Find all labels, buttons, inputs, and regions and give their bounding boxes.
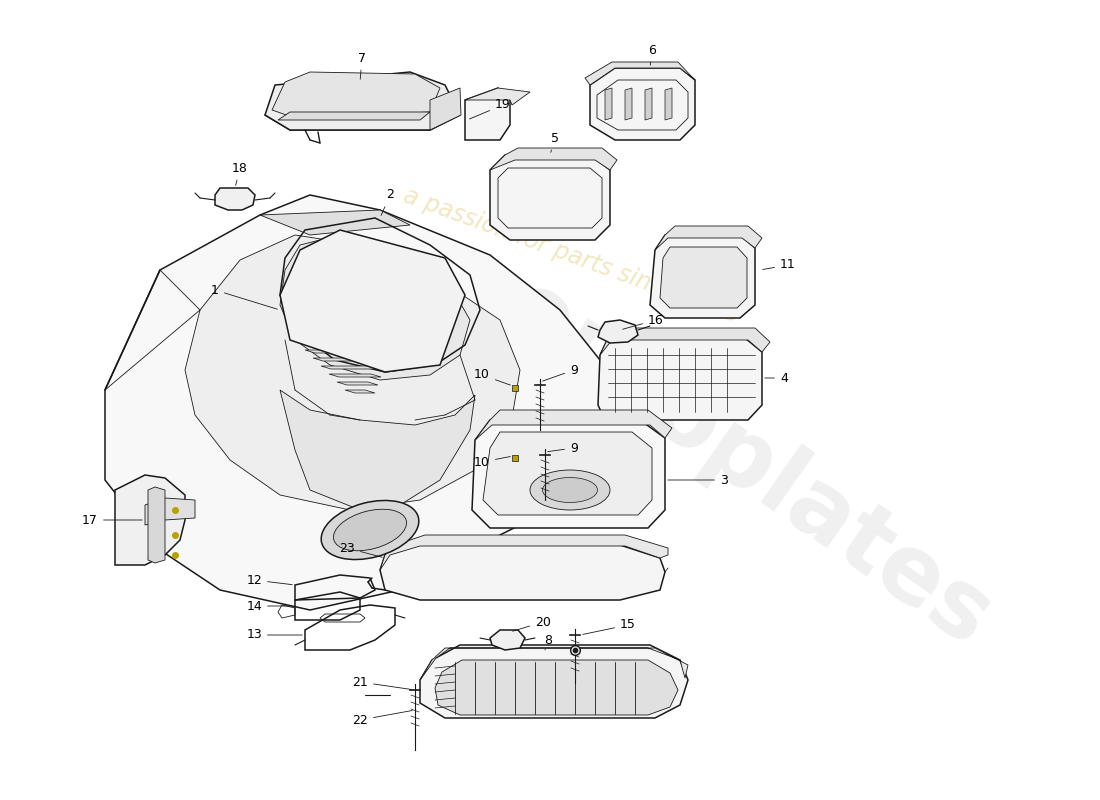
- Polygon shape: [598, 338, 762, 420]
- Ellipse shape: [542, 478, 597, 502]
- Polygon shape: [420, 645, 688, 718]
- Polygon shape: [434, 660, 678, 715]
- Polygon shape: [654, 226, 762, 250]
- Text: 9: 9: [542, 363, 578, 381]
- Text: 15: 15: [583, 618, 636, 634]
- Text: 11: 11: [762, 258, 795, 271]
- Polygon shape: [660, 247, 747, 308]
- Ellipse shape: [321, 501, 419, 559]
- Polygon shape: [265, 100, 460, 130]
- Polygon shape: [605, 88, 612, 120]
- Text: 17: 17: [82, 514, 142, 526]
- Text: 13: 13: [246, 629, 302, 642]
- Text: 4: 4: [764, 371, 788, 385]
- Polygon shape: [645, 88, 652, 120]
- Polygon shape: [145, 498, 195, 525]
- Polygon shape: [600, 328, 770, 355]
- Text: 12: 12: [246, 574, 293, 586]
- Polygon shape: [465, 88, 510, 140]
- Polygon shape: [379, 535, 668, 570]
- Polygon shape: [475, 410, 672, 440]
- Polygon shape: [345, 390, 375, 393]
- Text: 19: 19: [470, 98, 510, 119]
- Text: 7: 7: [358, 51, 366, 79]
- Text: 14: 14: [246, 599, 293, 613]
- Polygon shape: [148, 487, 165, 563]
- Text: 10: 10: [474, 455, 510, 469]
- Polygon shape: [490, 155, 610, 240]
- Text: europlates: europlates: [487, 262, 1009, 666]
- Polygon shape: [280, 230, 465, 372]
- Text: a passion for parts since 1985: a passion for parts since 1985: [400, 184, 744, 328]
- Polygon shape: [625, 88, 632, 120]
- Text: 5: 5: [551, 131, 559, 152]
- Polygon shape: [379, 545, 666, 600]
- Polygon shape: [472, 420, 666, 528]
- Polygon shape: [598, 320, 638, 343]
- Polygon shape: [420, 648, 688, 680]
- Polygon shape: [337, 382, 378, 385]
- Ellipse shape: [333, 510, 407, 550]
- Polygon shape: [280, 235, 470, 380]
- Text: 9: 9: [548, 442, 578, 454]
- Polygon shape: [430, 88, 461, 130]
- Polygon shape: [329, 374, 381, 377]
- Polygon shape: [214, 188, 255, 210]
- Polygon shape: [666, 88, 672, 120]
- Polygon shape: [590, 68, 695, 140]
- Polygon shape: [490, 148, 617, 170]
- Polygon shape: [260, 210, 410, 235]
- Polygon shape: [272, 72, 440, 118]
- Text: 18: 18: [232, 162, 248, 186]
- Polygon shape: [116, 475, 185, 565]
- Polygon shape: [650, 235, 755, 318]
- Ellipse shape: [530, 470, 610, 510]
- Polygon shape: [490, 630, 525, 650]
- Polygon shape: [321, 366, 384, 369]
- Text: 16: 16: [623, 314, 663, 330]
- Text: 20: 20: [513, 615, 551, 631]
- Text: 3: 3: [668, 474, 728, 486]
- Polygon shape: [185, 235, 520, 510]
- Polygon shape: [305, 350, 390, 353]
- Text: 1: 1: [211, 283, 277, 309]
- Text: 10: 10: [474, 369, 510, 385]
- Text: 8: 8: [544, 634, 552, 650]
- Text: 6: 6: [648, 43, 656, 66]
- Text: 23: 23: [339, 542, 383, 558]
- Polygon shape: [265, 72, 460, 130]
- Text: 22: 22: [352, 710, 412, 726]
- Polygon shape: [280, 390, 475, 510]
- Polygon shape: [278, 112, 430, 120]
- Polygon shape: [314, 358, 387, 361]
- Text: 21: 21: [352, 675, 412, 690]
- Polygon shape: [104, 195, 610, 610]
- Polygon shape: [483, 432, 652, 515]
- Text: 2: 2: [381, 189, 394, 215]
- Polygon shape: [585, 62, 695, 85]
- Polygon shape: [465, 88, 530, 105]
